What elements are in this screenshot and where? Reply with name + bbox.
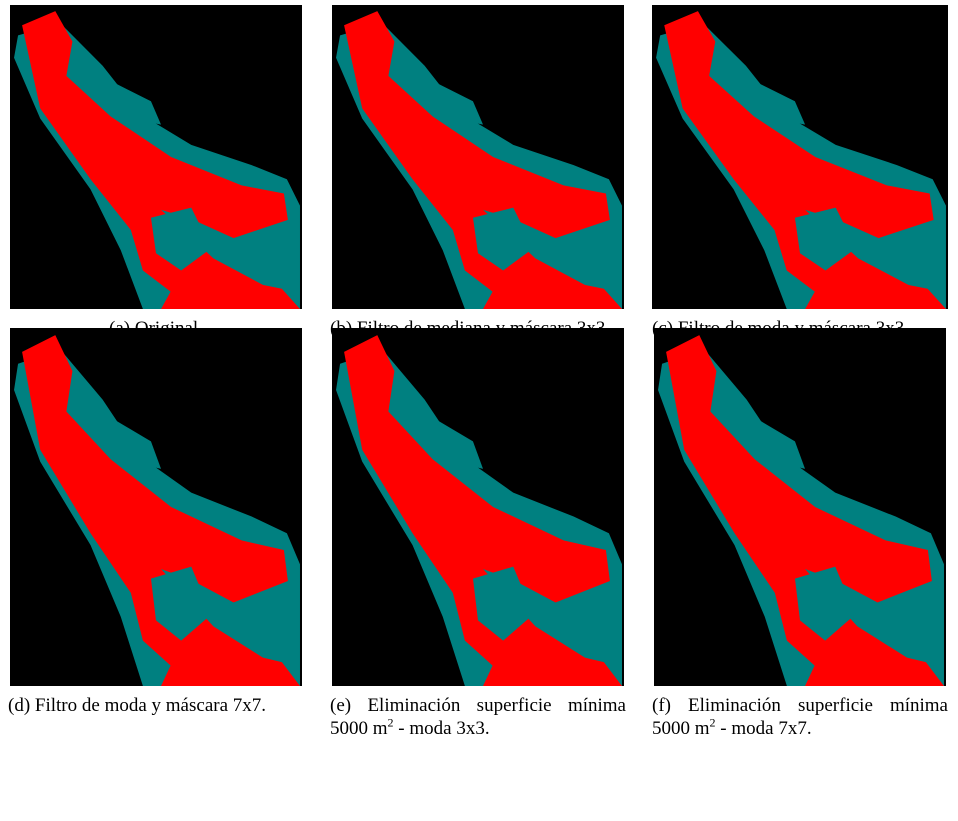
subfigure: (d) Filtro de moda y máscara 7x7. <box>8 328 304 717</box>
caption-text: Filtro de moda y máscara 7x7. <box>35 695 266 716</box>
segmentation-image <box>654 328 946 686</box>
segmentation-image <box>652 5 948 309</box>
figure: (a) Original.(b) Filtro de mediana y más… <box>0 0 958 821</box>
caption-text: - moda 7x7. <box>716 718 812 739</box>
subfigure: (f) Eliminación superficie mínima 5000 m… <box>652 328 948 740</box>
caption-text: - moda 3x3. <box>394 718 490 739</box>
caption: (d) Filtro de moda y máscara 7x7. <box>8 694 304 717</box>
subfigure: (a) Original. <box>8 5 304 340</box>
segmentation-image <box>332 5 624 309</box>
segmentation-image <box>10 328 302 686</box>
caption: (f) Eliminación superficie mínima 5000 m… <box>652 694 948 740</box>
classified-field <box>332 5 624 309</box>
caption-label: (f) <box>652 695 671 716</box>
classified-field <box>652 5 948 309</box>
caption-label: (d) <box>8 695 30 716</box>
segmentation-image <box>10 5 302 309</box>
caption: (e) Eliminación superficie mínima 5000 m… <box>330 694 626 740</box>
classified-field <box>10 5 302 309</box>
segmentation-image <box>332 328 624 686</box>
subfigure: (b) Filtro de mediana y máscara 3x3. <box>330 5 626 340</box>
classified-field <box>10 328 302 686</box>
subfigure: (e) Eliminación superficie mínima 5000 m… <box>330 328 626 740</box>
classified-field <box>654 328 946 686</box>
subfigure: (c) Filtro de moda y máscara 3x3. <box>652 5 948 340</box>
caption-label: (e) <box>330 695 351 716</box>
classified-field <box>332 328 624 686</box>
